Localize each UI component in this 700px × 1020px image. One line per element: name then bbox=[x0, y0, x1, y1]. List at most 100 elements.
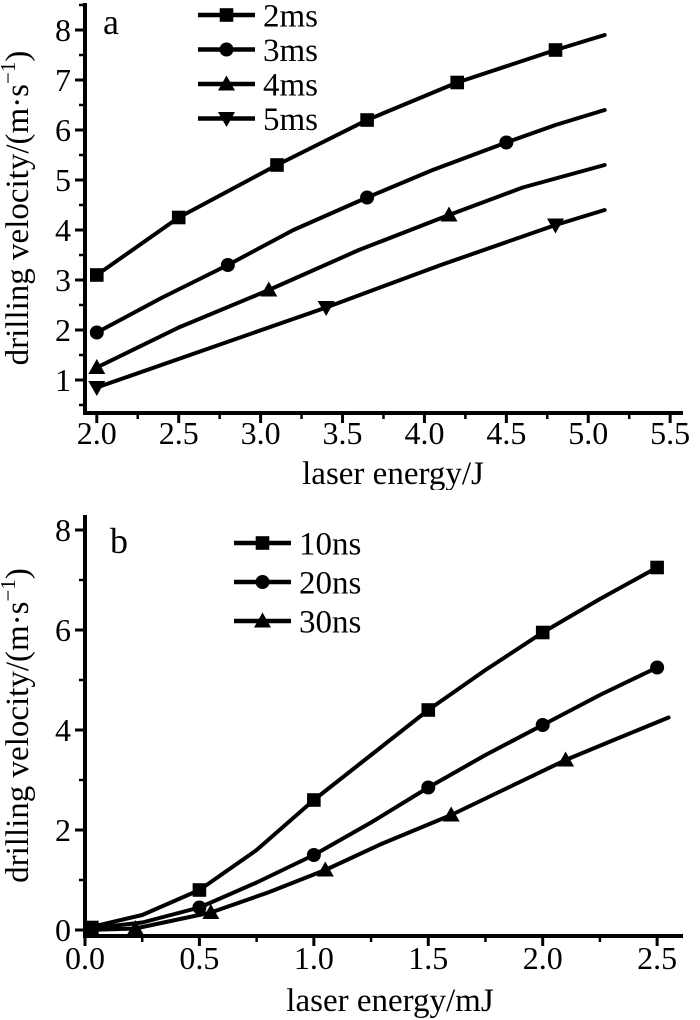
svg-text:5.0: 5.0 bbox=[568, 415, 608, 451]
svg-text:8: 8 bbox=[55, 12, 71, 48]
svg-text:2.0: 2.0 bbox=[523, 940, 563, 976]
series-5ms-line bbox=[94, 208, 607, 390]
panel-label: b bbox=[110, 521, 128, 561]
y-axis-tick-labels: 0 2 4 6 8 bbox=[55, 512, 71, 948]
legend-label: 3ms bbox=[263, 33, 318, 69]
circle-marker-icon bbox=[192, 900, 207, 915]
circle-marker-icon bbox=[255, 575, 270, 589]
series-10ns bbox=[83, 560, 664, 935]
series-2ms bbox=[89, 33, 607, 282]
svg-text:0.5: 0.5 bbox=[179, 940, 219, 976]
panel-a: 2.0 2.5 3.0 3.5 4.0 4.5 5.0 5.5 1 2 3 4 5 6 7 8 laser en… bbox=[0, 0, 700, 490]
svg-text:0: 0 bbox=[55, 912, 71, 948]
svg-text:2: 2 bbox=[55, 812, 71, 848]
svg-text:4: 4 bbox=[55, 212, 71, 248]
triangle-up-marker-icon bbox=[126, 920, 144, 935]
legend-item-3ms: 3ms bbox=[198, 33, 318, 69]
series-4ms bbox=[88, 163, 607, 374]
svg-text:1: 1 bbox=[55, 362, 71, 398]
svg-text:1.5: 1.5 bbox=[408, 940, 448, 976]
x-axis-tick-labels: 2.0 2.5 3.0 3.5 4.0 4.5 5.0 5.5 bbox=[77, 415, 690, 451]
circle-marker-icon bbox=[219, 42, 234, 57]
axis-ticks bbox=[75, 528, 659, 946]
svg-text:1.0: 1.0 bbox=[294, 940, 334, 976]
circle-marker-icon bbox=[89, 325, 104, 340]
triangle-up-marker-icon bbox=[442, 806, 460, 822]
triangle-up-marker-icon bbox=[202, 904, 220, 919]
series-3ms-markers bbox=[89, 135, 514, 340]
panel-a-chart: 2.0 2.5 3.0 3.5 4.0 4.5 5.0 5.5 1 2 3 4 5 6 7 8 laser en… bbox=[0, 0, 690, 490]
x-axis-title: laser energy/mJ bbox=[286, 983, 494, 1019]
svg-text:2.5: 2.5 bbox=[159, 415, 199, 451]
axis-ticks bbox=[75, 3, 672, 423]
series-30ns-line bbox=[83, 715, 671, 932]
legend-item-30ns: 30ns bbox=[234, 605, 361, 641]
legend-item-2ms: 2ms bbox=[198, 0, 318, 35]
axes-spines bbox=[83, 515, 683, 938]
triangle-up-marker-icon bbox=[260, 281, 278, 297]
legend-item-20ns: 20ns bbox=[234, 566, 361, 602]
square-marker-icon bbox=[89, 268, 104, 282]
svg-text:3.5: 3.5 bbox=[323, 415, 363, 451]
svg-text:6: 6 bbox=[55, 112, 71, 148]
circle-marker-icon bbox=[499, 135, 514, 150]
triangle-up-marker-icon bbox=[557, 751, 575, 767]
legend-label: 20ns bbox=[299, 566, 361, 602]
series-4ms-line bbox=[94, 163, 607, 370]
square-marker-icon bbox=[548, 43, 563, 57]
triangle-down-marker-icon bbox=[317, 301, 335, 316]
y-axis-tick-labels: 1 2 3 4 5 6 7 8 bbox=[55, 12, 71, 398]
series-20ns-markers bbox=[192, 660, 665, 915]
circle-marker-icon bbox=[421, 780, 436, 795]
circle-marker-icon bbox=[360, 190, 375, 205]
y-axis-title: drilling velocity/(m·s−1) bbox=[0, 568, 36, 883]
series-30ns-markers bbox=[126, 751, 575, 935]
square-marker-icon bbox=[255, 536, 270, 550]
y-axis-title: drilling velocity/(m·s−1) bbox=[0, 51, 36, 366]
square-marker-icon bbox=[270, 158, 284, 172]
series-5ms bbox=[88, 208, 607, 396]
series-30ns bbox=[83, 715, 671, 935]
series-10ns-markers bbox=[85, 560, 664, 935]
panel-b: 0.0 0.5 1.0 1.5 2.0 2.5 0 2 4 6 8 laser energy/mJ dr… bbox=[0, 490, 700, 1020]
svg-text:6: 6 bbox=[55, 612, 71, 648]
triangle-down-marker-icon bbox=[218, 112, 235, 127]
triangle-up-marker-icon bbox=[254, 612, 271, 628]
triangle-up-marker-icon bbox=[88, 359, 106, 374]
svg-text:5: 5 bbox=[55, 162, 71, 198]
series-4ms-markers bbox=[88, 206, 458, 374]
legend-label: 4ms bbox=[263, 68, 318, 104]
series-2ms-markers bbox=[89, 43, 563, 282]
svg-text:7: 7 bbox=[55, 62, 71, 98]
circle-marker-icon bbox=[220, 258, 235, 272]
svg-text:2.0: 2.0 bbox=[77, 415, 117, 451]
legend-label: 30ns bbox=[299, 605, 361, 641]
x-axis-tick-labels: 0.0 0.5 1.0 1.5 2.0 2.5 bbox=[65, 940, 677, 976]
square-marker-icon bbox=[535, 625, 550, 640]
circle-marker-icon bbox=[535, 718, 550, 732]
triangle-up-marker-icon bbox=[440, 206, 458, 222]
circle-marker-icon bbox=[650, 660, 665, 675]
svg-text:3.0: 3.0 bbox=[241, 415, 281, 451]
square-marker-icon bbox=[360, 113, 374, 127]
triangle-up-marker-icon bbox=[218, 75, 235, 91]
triangle-down-marker-icon bbox=[546, 218, 564, 234]
triangle-down-marker-icon bbox=[88, 381, 106, 396]
square-marker-icon bbox=[219, 8, 234, 22]
svg-text:4.5: 4.5 bbox=[486, 415, 526, 451]
square-marker-icon bbox=[421, 703, 436, 717]
series-10ns-line bbox=[83, 565, 660, 931]
svg-text:4.0: 4.0 bbox=[404, 415, 444, 451]
svg-text:2: 2 bbox=[55, 312, 71, 348]
square-marker-icon bbox=[450, 75, 465, 90]
triangle-up-marker-icon bbox=[316, 861, 334, 877]
legend-label: 10ns bbox=[299, 527, 361, 563]
square-marker-icon bbox=[307, 793, 321, 807]
panel-label: a bbox=[103, 2, 119, 42]
series-20ns bbox=[83, 660, 665, 931]
svg-text:0.0: 0.0 bbox=[65, 940, 105, 976]
legend-label: 5ms bbox=[263, 102, 318, 138]
square-marker-icon bbox=[192, 883, 207, 897]
